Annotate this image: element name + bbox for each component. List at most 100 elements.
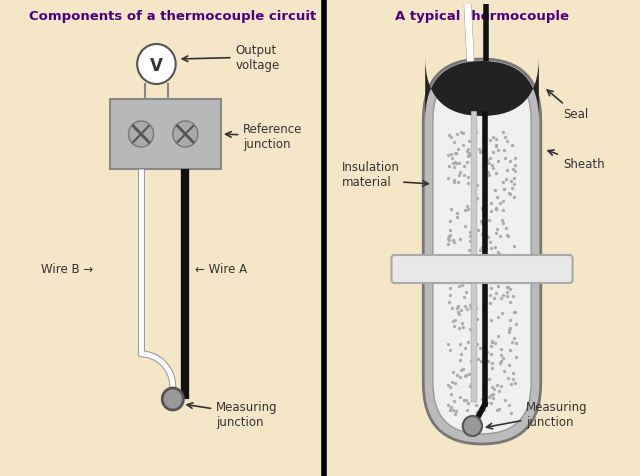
Point bbox=[451, 316, 461, 324]
Point bbox=[508, 165, 518, 173]
Point bbox=[463, 146, 473, 153]
Point bbox=[461, 396, 471, 404]
Point bbox=[506, 409, 516, 417]
Point bbox=[447, 407, 458, 414]
Point bbox=[453, 179, 463, 187]
Point bbox=[487, 364, 497, 372]
Point bbox=[454, 172, 465, 179]
Point bbox=[476, 218, 486, 226]
Point bbox=[464, 247, 474, 254]
Point bbox=[493, 147, 503, 154]
Point bbox=[454, 259, 465, 267]
Point bbox=[450, 149, 460, 157]
Point bbox=[450, 410, 460, 418]
Point bbox=[477, 384, 488, 391]
Point bbox=[463, 179, 474, 187]
Text: Measuring
junction: Measuring junction bbox=[486, 400, 588, 429]
Text: Insulation
material: Insulation material bbox=[341, 161, 399, 188]
Point bbox=[463, 339, 473, 347]
Point bbox=[449, 277, 459, 285]
Point bbox=[507, 142, 517, 149]
Point bbox=[489, 295, 499, 303]
Point bbox=[462, 202, 472, 210]
Point bbox=[475, 345, 485, 352]
Point bbox=[507, 261, 517, 268]
Point bbox=[506, 264, 516, 271]
Point bbox=[486, 399, 497, 407]
Point bbox=[477, 405, 487, 412]
Point bbox=[501, 138, 511, 145]
Point bbox=[461, 148, 472, 155]
Point bbox=[458, 276, 468, 284]
Point bbox=[501, 225, 511, 233]
Point bbox=[459, 172, 469, 180]
Point bbox=[481, 231, 492, 239]
Point bbox=[455, 340, 465, 348]
Point bbox=[476, 219, 486, 227]
Point bbox=[473, 356, 483, 363]
Point bbox=[504, 298, 515, 306]
Point bbox=[466, 302, 476, 309]
Point bbox=[467, 289, 477, 297]
Point bbox=[499, 186, 509, 193]
Point bbox=[458, 130, 468, 138]
Point bbox=[486, 338, 497, 346]
Point bbox=[480, 293, 490, 300]
Point bbox=[453, 310, 463, 318]
Point bbox=[443, 341, 453, 348]
Point bbox=[445, 284, 455, 292]
Point bbox=[459, 163, 469, 170]
Point bbox=[445, 227, 455, 234]
Point bbox=[478, 248, 488, 256]
Point bbox=[511, 353, 521, 361]
Point bbox=[445, 383, 456, 391]
Point bbox=[504, 189, 515, 197]
Point bbox=[461, 306, 472, 313]
Point bbox=[509, 193, 519, 201]
FancyBboxPatch shape bbox=[425, 58, 539, 121]
Point bbox=[497, 309, 508, 317]
Point bbox=[487, 274, 497, 281]
Point bbox=[484, 172, 494, 180]
Point bbox=[478, 139, 488, 147]
Point bbox=[486, 285, 497, 292]
Point bbox=[464, 150, 474, 158]
Point bbox=[449, 237, 459, 244]
Point bbox=[459, 278, 469, 286]
Point bbox=[470, 159, 480, 166]
Point bbox=[446, 403, 456, 411]
Point bbox=[490, 339, 500, 347]
Point bbox=[487, 383, 497, 391]
Point bbox=[492, 142, 502, 150]
Point bbox=[499, 147, 509, 155]
Point bbox=[447, 160, 458, 168]
Point bbox=[466, 380, 476, 388]
Point bbox=[465, 229, 475, 237]
Point bbox=[486, 263, 496, 270]
Point bbox=[479, 379, 489, 387]
Point bbox=[496, 357, 506, 365]
Point bbox=[460, 302, 470, 310]
Point bbox=[487, 162, 497, 170]
Point bbox=[500, 256, 510, 264]
Point bbox=[509, 168, 520, 175]
Point bbox=[480, 339, 490, 347]
Circle shape bbox=[162, 388, 184, 410]
Circle shape bbox=[129, 122, 154, 148]
Text: A typical thermocouple: A typical thermocouple bbox=[395, 10, 569, 23]
Point bbox=[491, 206, 501, 213]
Point bbox=[446, 150, 456, 158]
Point bbox=[491, 143, 501, 151]
Point bbox=[454, 160, 464, 168]
Point bbox=[504, 317, 515, 325]
Point bbox=[452, 209, 462, 217]
Point bbox=[488, 165, 498, 172]
Point bbox=[455, 394, 465, 401]
Point bbox=[509, 309, 520, 317]
Text: Components of a thermocouple circuit: Components of a thermocouple circuit bbox=[29, 10, 316, 23]
Point bbox=[493, 248, 503, 256]
Point bbox=[444, 347, 454, 355]
Point bbox=[462, 258, 472, 266]
Point bbox=[509, 175, 520, 182]
Point bbox=[453, 146, 463, 154]
